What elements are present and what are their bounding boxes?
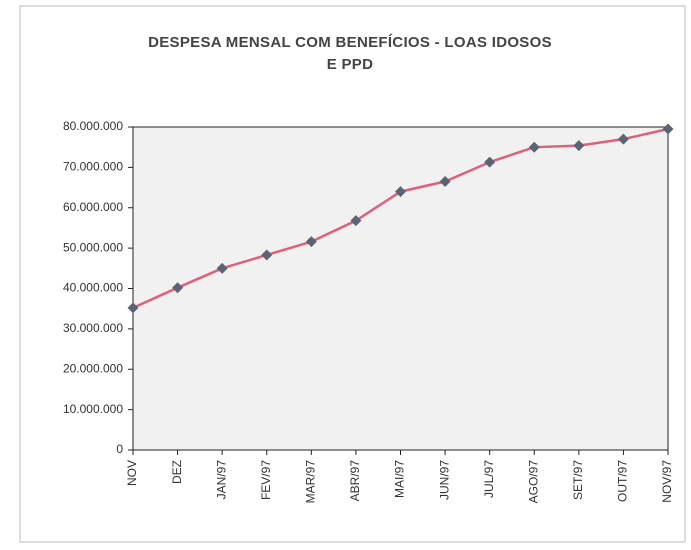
y-tick-label: 50.000.000 [63, 240, 123, 254]
x-tick-label: JUN/97 [437, 460, 451, 500]
x-tick-label: OUT/97 [616, 460, 630, 502]
plot-area [132, 126, 669, 451]
x-tick-label: DEZ [170, 460, 184, 484]
y-tick-label: 30.000.000 [63, 321, 123, 335]
chart-title: DESPESA MENSAL COM BENEFÍCIOS - LOAS IDO… [148, 34, 552, 73]
x-tick-label: SET/97 [571, 460, 585, 500]
x-tick-label: ABR/97 [348, 460, 362, 502]
data-point [662, 123, 674, 135]
x-tick-label: MAR/97 [304, 460, 318, 504]
x-tick-label: FEV/97 [259, 460, 273, 500]
data-point [484, 156, 496, 168]
data-point [216, 262, 228, 274]
data-point [172, 282, 184, 294]
data-point [305, 236, 317, 248]
data-point [573, 140, 585, 152]
y-tick-label: 0 [116, 442, 123, 456]
x-tick-label: JUL/97 [482, 460, 496, 498]
data-point [528, 141, 540, 153]
data-point [127, 302, 139, 314]
y-tick-label: 10.000.000 [63, 402, 123, 416]
y-tick-label: 70.000.000 [63, 160, 123, 174]
x-tick-label: MAI/97 [393, 460, 407, 498]
y-tick-label: 40.000.000 [63, 281, 123, 295]
chart-frame [19, 5, 686, 543]
x-tick-label: JAN/97 [214, 460, 228, 500]
x-tick-label: AGO/97 [526, 460, 540, 504]
data-point [261, 249, 273, 261]
data-point [617, 133, 629, 145]
x-tick-label: NOV [125, 460, 139, 486]
data-point [350, 215, 362, 227]
data-point [439, 176, 451, 188]
x-tick-label: NOV/97 [660, 460, 674, 503]
data-point [395, 186, 406, 198]
y-tick-label: 60.000.000 [63, 200, 123, 214]
y-tick-label: 80.000.000 [63, 119, 123, 133]
y-tick-label: 20.000.000 [63, 361, 123, 375]
